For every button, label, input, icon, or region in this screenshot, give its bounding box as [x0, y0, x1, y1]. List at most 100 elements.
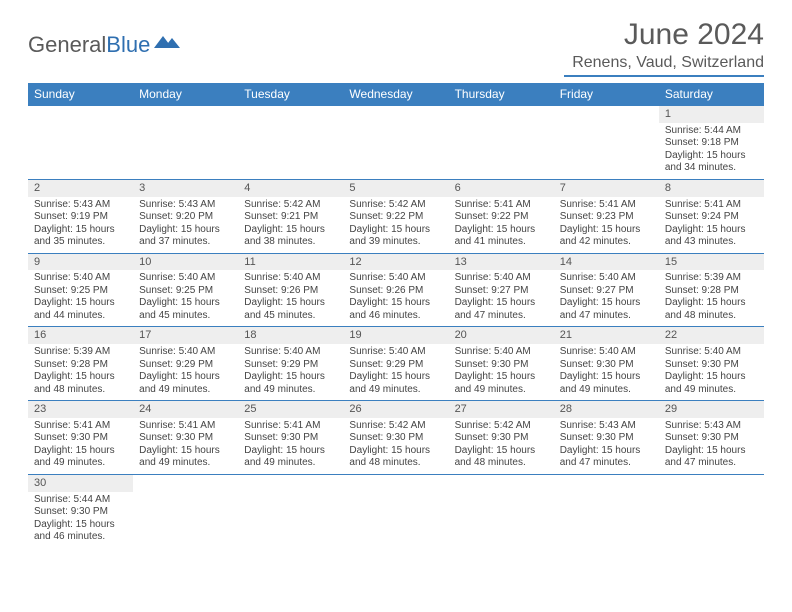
daylight-line: Daylight: 15 hours and 43 minutes.	[665, 224, 758, 249]
day-content-cell	[659, 492, 764, 548]
day-number-cell: 26	[343, 401, 448, 418]
day-number-cell: 25	[238, 401, 343, 418]
sunset-line: Sunset: 9:22 PM	[349, 211, 442, 224]
sunrise-line: Sunrise: 5:40 AM	[560, 272, 653, 285]
day-number-cell: 2	[28, 179, 133, 196]
day-number-cell	[449, 106, 554, 123]
week-content-row: Sunrise: 5:39 AMSunset: 9:28 PMDaylight:…	[28, 344, 764, 401]
week-daynum-row: 2345678	[28, 179, 764, 196]
day-content-cell: Sunrise: 5:39 AMSunset: 9:28 PMDaylight:…	[659, 270, 764, 327]
sunrise-line: Sunrise: 5:40 AM	[139, 272, 232, 285]
day-number-cell: 8	[659, 179, 764, 196]
day-content-cell: Sunrise: 5:43 AMSunset: 9:19 PMDaylight:…	[28, 197, 133, 254]
day-content-cell: Sunrise: 5:41 AMSunset: 9:30 PMDaylight:…	[28, 418, 133, 475]
daylight-line: Daylight: 15 hours and 46 minutes.	[34, 519, 127, 544]
week-daynum-row: 23242526272829	[28, 401, 764, 418]
day-number-cell: 30	[28, 474, 133, 491]
sunrise-line: Sunrise: 5:41 AM	[139, 420, 232, 433]
sunrise-line: Sunrise: 5:39 AM	[34, 346, 127, 359]
sunset-line: Sunset: 9:22 PM	[455, 211, 548, 224]
week-content-row: Sunrise: 5:41 AMSunset: 9:30 PMDaylight:…	[28, 418, 764, 475]
day-number-cell	[343, 106, 448, 123]
sunrise-line: Sunrise: 5:42 AM	[244, 199, 337, 212]
sunset-line: Sunset: 9:20 PM	[139, 211, 232, 224]
sunrise-line: Sunrise: 5:44 AM	[665, 125, 758, 138]
daylight-line: Daylight: 15 hours and 47 minutes.	[560, 297, 653, 322]
day-content-cell: Sunrise: 5:43 AMSunset: 9:20 PMDaylight:…	[133, 197, 238, 254]
sunset-line: Sunset: 9:30 PM	[34, 432, 127, 445]
day-content-cell	[238, 492, 343, 548]
sunset-line: Sunset: 9:19 PM	[34, 211, 127, 224]
day-number-cell: 14	[554, 253, 659, 270]
sunset-line: Sunset: 9:30 PM	[560, 432, 653, 445]
day-number-cell	[449, 474, 554, 491]
day-number-cell: 28	[554, 401, 659, 418]
day-content-cell	[449, 123, 554, 180]
week-daynum-row: 1	[28, 106, 764, 123]
sunset-line: Sunset: 9:27 PM	[560, 285, 653, 298]
sunset-line: Sunset: 9:26 PM	[244, 285, 337, 298]
day-content-cell: Sunrise: 5:40 AMSunset: 9:27 PMDaylight:…	[449, 270, 554, 327]
daylight-line: Daylight: 15 hours and 49 minutes.	[139, 371, 232, 396]
day-content-cell: Sunrise: 5:44 AMSunset: 9:30 PMDaylight:…	[28, 492, 133, 548]
sunrise-line: Sunrise: 5:40 AM	[560, 346, 653, 359]
day-header: Monday	[133, 83, 238, 106]
daylight-line: Daylight: 15 hours and 47 minutes.	[665, 445, 758, 470]
day-header: Friday	[554, 83, 659, 106]
brand-part2: Blue	[106, 32, 150, 58]
day-content-cell	[343, 123, 448, 180]
day-header: Saturday	[659, 83, 764, 106]
sunset-line: Sunset: 9:30 PM	[560, 359, 653, 372]
daylight-line: Daylight: 15 hours and 47 minutes.	[455, 297, 548, 322]
week-daynum-row: 9101112131415	[28, 253, 764, 270]
sunrise-line: Sunrise: 5:42 AM	[455, 420, 548, 433]
day-number-cell: 5	[343, 179, 448, 196]
flag-icon	[154, 32, 180, 58]
sunrise-line: Sunrise: 5:40 AM	[455, 346, 548, 359]
day-content-cell: Sunrise: 5:43 AMSunset: 9:30 PMDaylight:…	[659, 418, 764, 475]
day-number-cell: 23	[28, 401, 133, 418]
day-number-cell: 9	[28, 253, 133, 270]
day-content-cell: Sunrise: 5:40 AMSunset: 9:26 PMDaylight:…	[343, 270, 448, 327]
day-number-cell: 10	[133, 253, 238, 270]
daylight-line: Daylight: 15 hours and 39 minutes.	[349, 224, 442, 249]
location: Renens, Vaud, Switzerland	[564, 54, 764, 77]
day-number-cell: 21	[554, 327, 659, 344]
sunset-line: Sunset: 9:30 PM	[455, 359, 548, 372]
day-content-cell: Sunrise: 5:42 AMSunset: 9:21 PMDaylight:…	[238, 197, 343, 254]
day-content-cell: Sunrise: 5:40 AMSunset: 9:30 PMDaylight:…	[659, 344, 764, 401]
sunrise-line: Sunrise: 5:40 AM	[139, 346, 232, 359]
sunset-line: Sunset: 9:29 PM	[244, 359, 337, 372]
month-title: June 2024	[564, 18, 764, 52]
calendar-body: 1Sunrise: 5:44 AMSunset: 9:18 PMDaylight…	[28, 106, 764, 548]
daylight-line: Daylight: 15 hours and 41 minutes.	[455, 224, 548, 249]
daylight-line: Daylight: 15 hours and 46 minutes.	[349, 297, 442, 322]
sunset-line: Sunset: 9:30 PM	[455, 432, 548, 445]
day-content-cell: Sunrise: 5:42 AMSunset: 9:22 PMDaylight:…	[343, 197, 448, 254]
brand-part1: General	[28, 32, 106, 58]
day-content-cell: Sunrise: 5:40 AMSunset: 9:25 PMDaylight:…	[133, 270, 238, 327]
daylight-line: Daylight: 15 hours and 49 minutes.	[34, 445, 127, 470]
sunset-line: Sunset: 9:24 PM	[665, 211, 758, 224]
day-content-cell: Sunrise: 5:40 AMSunset: 9:27 PMDaylight:…	[554, 270, 659, 327]
sunset-line: Sunset: 9:30 PM	[349, 432, 442, 445]
week-daynum-row: 30	[28, 474, 764, 491]
daylight-line: Daylight: 15 hours and 49 minutes.	[244, 445, 337, 470]
day-content-cell: Sunrise: 5:41 AMSunset: 9:30 PMDaylight:…	[238, 418, 343, 475]
day-content-cell: Sunrise: 5:39 AMSunset: 9:28 PMDaylight:…	[28, 344, 133, 401]
day-number-cell: 17	[133, 327, 238, 344]
sunrise-line: Sunrise: 5:42 AM	[349, 199, 442, 212]
day-number-cell: 3	[133, 179, 238, 196]
calendar-head: SundayMondayTuesdayWednesdayThursdayFrid…	[28, 83, 764, 106]
calendar-table: SundayMondayTuesdayWednesdayThursdayFrid…	[28, 83, 764, 548]
day-number-cell	[28, 106, 133, 123]
sunrise-line: Sunrise: 5:40 AM	[244, 272, 337, 285]
sunset-line: Sunset: 9:30 PM	[139, 432, 232, 445]
daylight-line: Daylight: 15 hours and 35 minutes.	[34, 224, 127, 249]
daylight-line: Daylight: 15 hours and 49 minutes.	[349, 371, 442, 396]
daylight-line: Daylight: 15 hours and 48 minutes.	[349, 445, 442, 470]
brand-logo: GeneralBlue	[28, 18, 180, 58]
daylight-line: Daylight: 15 hours and 45 minutes.	[244, 297, 337, 322]
day-content-cell: Sunrise: 5:40 AMSunset: 9:30 PMDaylight:…	[554, 344, 659, 401]
week-content-row: Sunrise: 5:44 AMSunset: 9:30 PMDaylight:…	[28, 492, 764, 548]
